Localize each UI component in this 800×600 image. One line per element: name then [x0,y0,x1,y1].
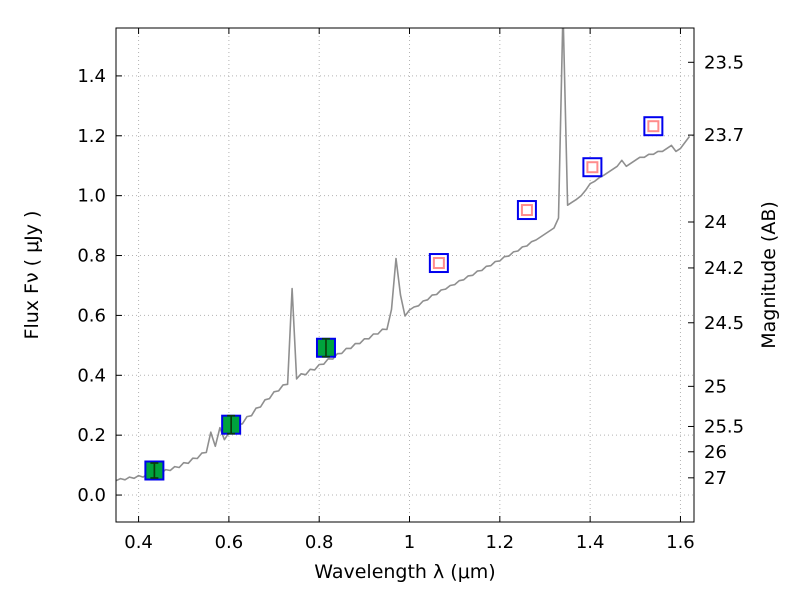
magnitude-tick-label: 24 [704,212,727,233]
magnitude-tick-label: 25 [704,376,727,397]
y-axis-label-right: Magnitude (AB) [758,201,780,349]
y-tick-label: 0.8 [77,246,106,267]
plot-frame [115,27,695,523]
square-open-marker [516,200,537,221]
y-tick-label: 0.4 [77,365,106,386]
magnitude-tick-label: 27 [704,468,727,489]
y-tick-label: 0.6 [77,305,106,326]
magnitude-tick-label: 23.7 [704,125,744,146]
marker-inner-square [520,204,533,217]
magnitude-tick-label: 25.5 [704,416,744,437]
measured-flux-points [144,337,336,481]
square-open-marker [428,253,449,274]
x-tick-label: 1.6 [666,532,695,553]
magnitude-tick-label: 24.2 [704,258,744,279]
square-open-marker [643,116,664,137]
x-tick-label: 0.8 [305,532,334,553]
spectrum-line [116,28,691,482]
magnitude-tick-label: 24.5 [704,313,744,334]
x-tick-label: 1.4 [576,532,605,553]
predicted-flux-points [428,116,664,274]
y-tick-label: 0.0 [77,485,106,506]
x-tick-label: 1 [404,532,415,553]
y-axis-label-left: Flux Fν ( μJy ) [21,211,43,340]
magnitude-tick-label: 23.5 [704,52,744,73]
y-tick-label: 1.0 [77,186,106,207]
x-axis-label: Wavelength λ (μm) [314,561,495,583]
marker-inner-square [432,257,445,270]
marker-inner-square [647,120,660,133]
x-tick-label: 0.4 [124,532,153,553]
marker-inner-square [586,161,599,174]
x-tick-label: 1.2 [486,532,515,553]
square-open-marker [582,157,603,178]
y-tick-label: 1.2 [77,126,106,147]
y-tick-label: 0.2 [77,425,106,446]
magnitude-tick-label: 26 [704,442,727,463]
x-tick-label: 0.6 [215,532,244,553]
y-tick-label: 1.4 [77,66,106,87]
